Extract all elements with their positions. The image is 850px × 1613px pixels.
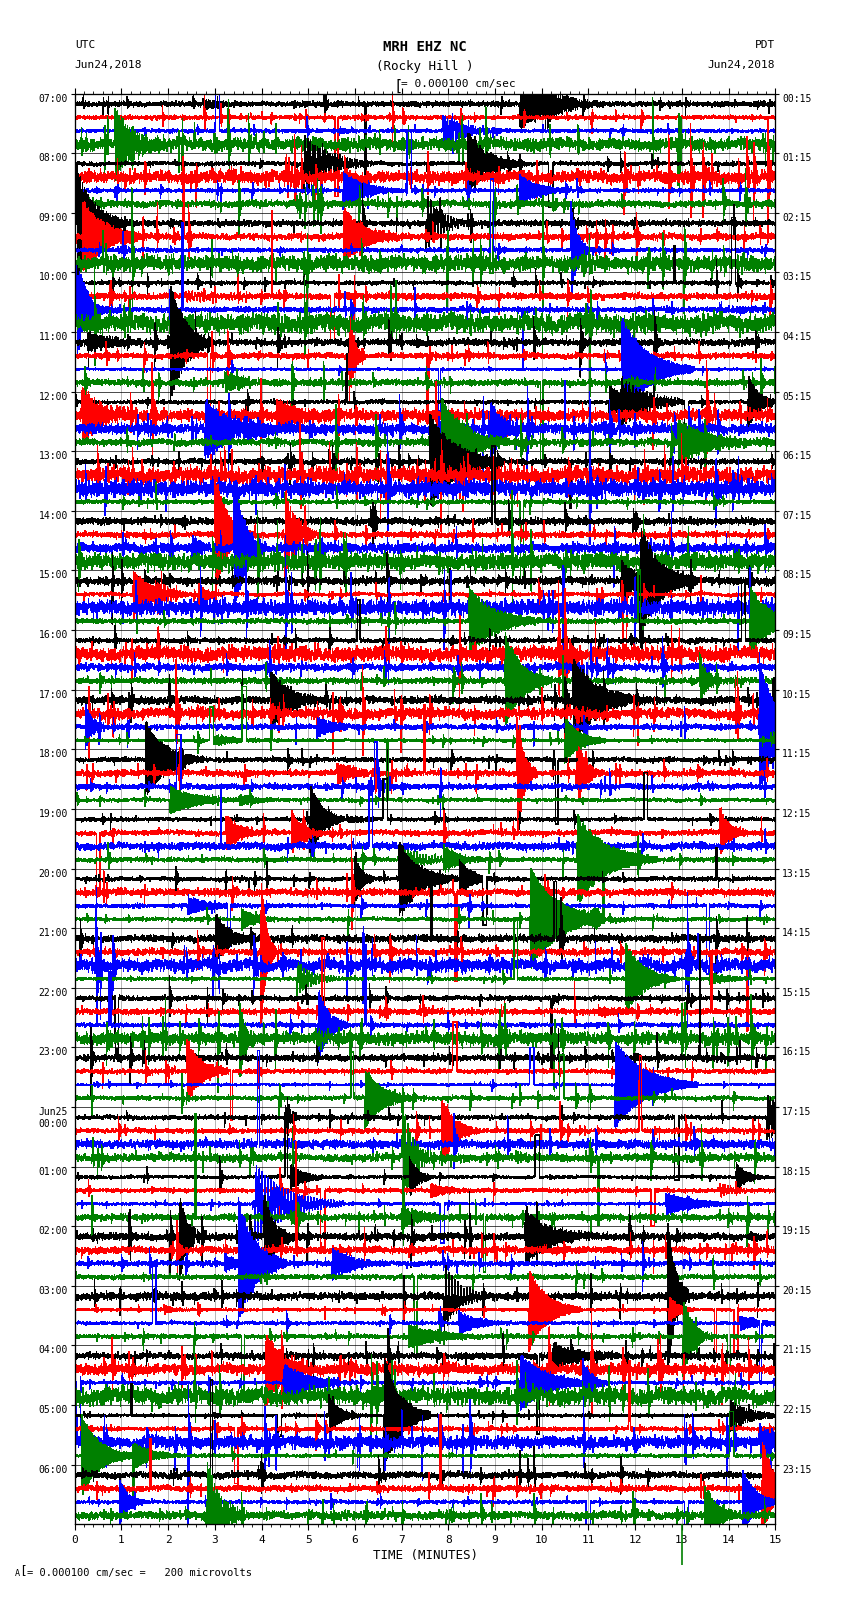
Text: (Rocky Hill ): (Rocky Hill ) (377, 60, 473, 73)
Text: PDT: PDT (755, 40, 775, 50)
Text: A: A (15, 1568, 20, 1578)
Text: [: [ (394, 79, 403, 94)
Text: UTC: UTC (75, 40, 95, 50)
X-axis label: TIME (MINUTES): TIME (MINUTES) (372, 1548, 478, 1561)
Text: Jun24,2018: Jun24,2018 (708, 60, 775, 69)
Text: Jun24,2018: Jun24,2018 (75, 60, 142, 69)
Text: [: [ (20, 1565, 27, 1578)
Text: = 0.000100 cm/sec =   200 microvolts: = 0.000100 cm/sec = 200 microvolts (27, 1568, 252, 1578)
Text: MRH EHZ NC: MRH EHZ NC (383, 40, 467, 55)
Text: = 0.000100 cm/sec: = 0.000100 cm/sec (401, 79, 516, 89)
